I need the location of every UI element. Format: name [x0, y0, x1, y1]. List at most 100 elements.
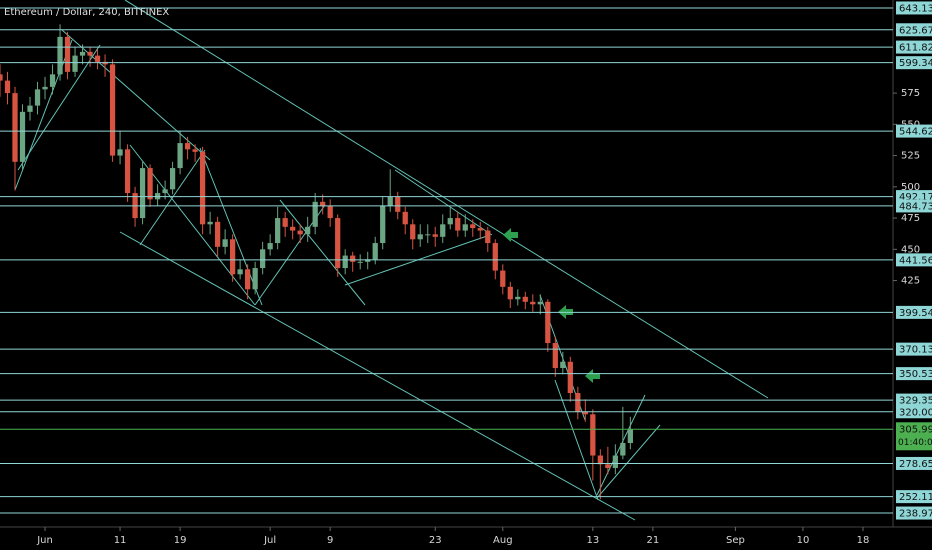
candle-body	[380, 205, 386, 244]
level-label-box	[896, 367, 932, 381]
x-tick-label: 23	[429, 535, 442, 546]
level-label: 329.35	[899, 396, 932, 407]
candle-body	[575, 393, 581, 412]
last-price-label: 305.99	[899, 424, 932, 435]
candle-body	[582, 411, 588, 415]
level-label: 370.13	[899, 345, 932, 356]
candle-body	[305, 226, 311, 235]
candle-body	[192, 149, 198, 152]
candle-body	[395, 196, 401, 212]
y-tick-label: 450	[901, 244, 920, 255]
candle-body	[260, 249, 266, 269]
x-tick-label: Aug	[493, 535, 513, 546]
candle-body	[470, 224, 476, 229]
level-label-box	[896, 506, 932, 520]
candle-body	[515, 296, 521, 300]
chart-title: Ethereum / Dollar, 240, BITFINEX	[4, 7, 169, 18]
candle-body	[492, 243, 498, 271]
x-tick-label: 11	[114, 535, 127, 546]
candle-body	[627, 429, 633, 444]
candle-body	[27, 105, 33, 112]
candle-body	[49, 74, 56, 87]
candle-body	[590, 414, 596, 456]
candle-body	[605, 464, 611, 469]
candle-body	[327, 205, 333, 219]
candle-body	[417, 234, 423, 240]
candle-body	[42, 86, 48, 90]
candle-body	[245, 269, 251, 290]
level-label: 399.54	[899, 308, 932, 319]
level-label-box	[896, 342, 932, 356]
level-label: 611.82	[899, 43, 932, 54]
level-label: 350.53	[899, 369, 932, 380]
candle-body	[320, 201, 326, 206]
candle-body	[94, 55, 101, 62]
level-label-box	[896, 1, 932, 15]
candle-body	[402, 211, 408, 225]
level-label: 625.67	[899, 25, 932, 36]
candle-body	[222, 239, 228, 247]
candle-body	[124, 149, 131, 194]
candle-body	[530, 301, 536, 305]
candle-body	[545, 301, 551, 344]
x-tick-label: 19	[174, 535, 187, 546]
candle-body	[282, 218, 288, 227]
candle-body	[162, 189, 168, 194]
candle-body	[109, 64, 116, 156]
trend-line	[139, 149, 206, 246]
x-tick-label: 10	[797, 535, 810, 546]
candle-body	[612, 455, 618, 469]
trend-line	[61, 29, 211, 161]
candle-body	[252, 268, 258, 290]
level-label-box	[896, 40, 932, 54]
candle-body	[485, 230, 491, 244]
trend-line	[17, 44, 101, 171]
candle-body	[350, 255, 356, 262]
level-label-box	[896, 56, 932, 70]
y-tick-label: 525	[901, 151, 920, 162]
candle-body	[79, 51, 86, 56]
level-label-box	[896, 199, 932, 213]
candle-body	[177, 143, 183, 169]
candle-body	[184, 143, 191, 150]
candle-body	[57, 36, 63, 75]
candle-body	[567, 361, 573, 394]
trend-line	[124, 0, 769, 399]
candle-body	[387, 196, 393, 206]
candle-body	[230, 239, 236, 275]
level-label: 441.56	[899, 255, 932, 266]
candles	[0, 24, 633, 500]
trend-line	[199, 147, 263, 306]
candle-body	[425, 234, 431, 236]
candle-body	[34, 89, 41, 106]
level-label-box	[896, 490, 932, 504]
candle-body	[12, 93, 18, 162]
x-tick-label: Jun	[36, 535, 53, 546]
candle-body	[522, 296, 528, 302]
level-label-box	[896, 405, 932, 419]
x-tick-label: 21	[646, 535, 659, 546]
arrow	[503, 228, 518, 242]
y-tick-label: 575	[901, 88, 920, 99]
y-tick-label: 500	[901, 182, 920, 193]
candle-body	[19, 111, 26, 162]
level-label: 252.11	[899, 492, 932, 503]
candle-body	[169, 168, 176, 190]
level-label-box	[896, 305, 932, 319]
countdown: 01:40:08	[898, 438, 932, 448]
level-label: 278.65	[899, 459, 932, 470]
candle-body	[312, 201, 318, 227]
candle-body	[335, 218, 341, 269]
candle-body	[365, 259, 371, 262]
trend-line	[279, 199, 366, 306]
candle-body	[372, 243, 378, 260]
last-price-box	[896, 422, 932, 451]
candle-body	[507, 286, 513, 300]
level-label: 484.73	[899, 201, 932, 212]
level-label: 238.97	[899, 509, 932, 520]
candle-body	[147, 168, 153, 200]
candle-body	[477, 228, 483, 231]
